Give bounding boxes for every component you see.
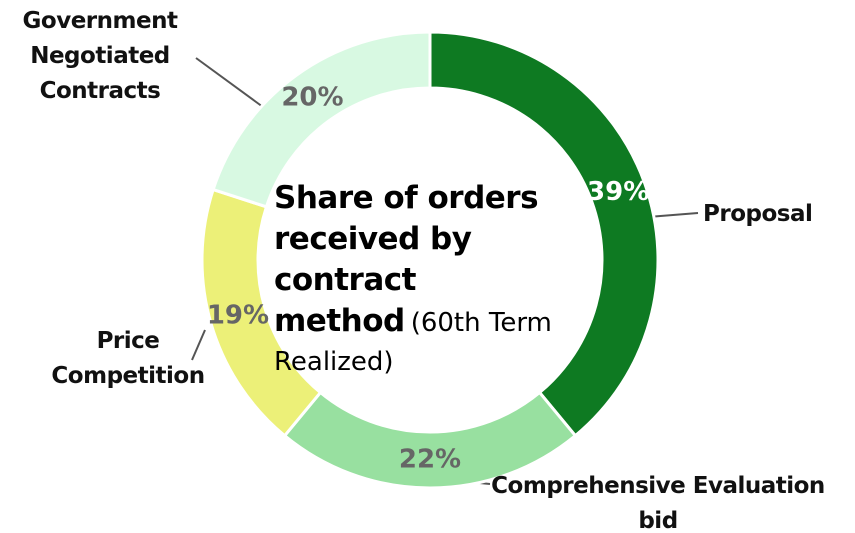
value-label: 22% bbox=[399, 445, 461, 475]
value-label: 39% bbox=[587, 177, 649, 207]
center-text: Share of orders received by contract met… bbox=[274, 180, 574, 383]
segments bbox=[200, 30, 660, 490]
segment bbox=[211, 30, 432, 209]
category-label: Comprehensive Evaluation bid bbox=[491, 473, 825, 533]
value-label: 19% bbox=[207, 300, 269, 330]
value-label: 20% bbox=[281, 83, 343, 113]
leader-line bbox=[647, 212, 699, 218]
segment bbox=[428, 30, 660, 438]
chart-subtitle: (60th Term Realized) bbox=[274, 308, 552, 377]
category-label: Proposal bbox=[703, 201, 813, 227]
category-label: Price Competition bbox=[51, 328, 205, 389]
leader-line bbox=[191, 329, 206, 361]
category-label: Government Negotiated Contracts bbox=[22, 8, 178, 104]
chart-title: Share of orders received by contract met… bbox=[274, 180, 539, 339]
